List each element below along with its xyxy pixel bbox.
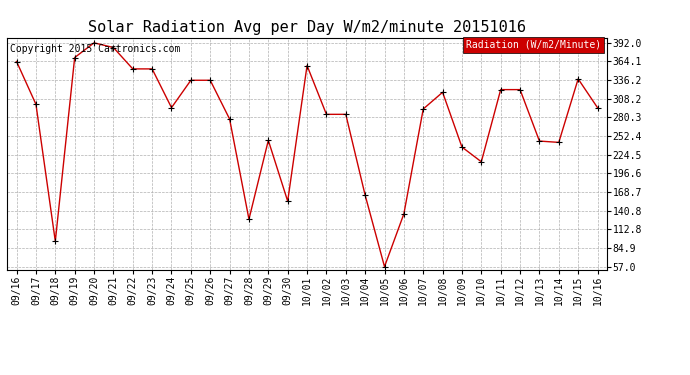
Text: Radiation (W/m2/Minute): Radiation (W/m2/Minute) [466,40,601,50]
Title: Solar Radiation Avg per Day W/m2/minute 20151016: Solar Radiation Avg per Day W/m2/minute … [88,20,526,35]
Text: Copyright 2015 Cartronics.com: Copyright 2015 Cartronics.com [10,45,180,54]
